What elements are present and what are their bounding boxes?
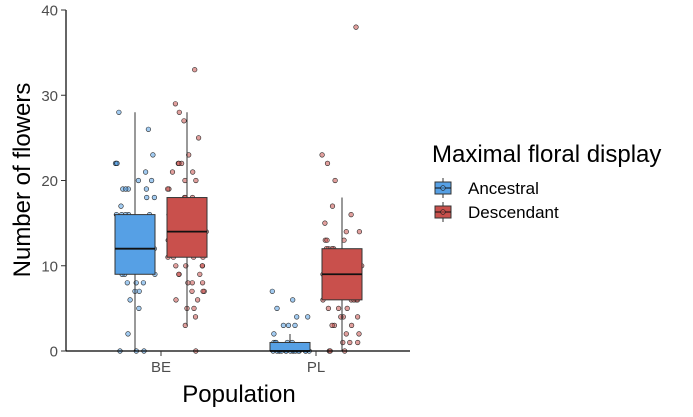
data-point [125,331,131,337]
legend-label: Descendant [468,203,559,222]
data-point [322,220,328,226]
data-point [329,203,336,209]
data-point [135,177,141,184]
data-point [143,169,149,175]
data-point [269,288,275,294]
data-point [173,297,179,303]
legend-label: Ancestral [468,179,539,198]
data-point [274,305,280,312]
data-point [176,160,182,166]
x-tick-label: BE [151,359,171,376]
data-point [173,263,179,269]
data-point [325,305,332,312]
data-point [199,263,205,269]
data-point [118,203,124,209]
data-point [336,305,342,312]
data-point [193,177,199,184]
data-point [145,126,151,132]
data-point [329,322,335,329]
data-point [144,194,150,201]
x-tick-label: PL [307,359,325,376]
data-point [294,314,300,320]
data-point [143,186,149,192]
data-point [197,271,203,277]
data-point [182,322,188,329]
data-point [195,297,201,303]
box [269,341,311,352]
data-point [292,322,298,329]
y-axis-title: Number of flowers [9,83,36,278]
box-layer [114,112,363,352]
data-point [181,118,187,124]
data-point [344,305,350,312]
y-tick-label: 10 [41,258,58,275]
data-point [353,24,359,30]
y-tick-label: 30 [41,88,58,105]
data-point [150,152,156,158]
data-point [324,160,331,166]
box [166,197,208,258]
data-point [290,297,296,303]
data-point [127,297,133,303]
data-point [324,237,330,243]
y-tick-label: 0 [50,344,58,361]
data-point [186,152,192,158]
data-point [191,305,197,312]
y-tick-label: 20 [41,173,58,190]
y-axis-ticks: 0 10 20 30 40 [41,3,66,361]
legend: Maximal floral display Ancestral Descenda… [432,141,661,222]
data-point [136,305,142,312]
data-point [319,152,325,158]
data-point [349,322,355,329]
data-point [192,67,198,73]
data-point [343,331,349,337]
data-point [189,280,195,286]
data-point [305,314,311,320]
y-tick-label: 40 [41,3,58,20]
data-point [172,101,178,107]
data-point [192,314,199,320]
legend-items: Ancestral Descendant [434,178,559,222]
data-point [176,109,182,115]
data-point [189,288,195,294]
data-point [185,280,191,286]
data-point [280,322,287,329]
data-point [124,280,130,286]
data-point [356,331,362,337]
legend-title: Maximal floral display [432,141,661,168]
data-point [196,135,202,141]
data-point [176,271,182,277]
data-point [200,288,206,294]
data-point [355,339,361,346]
data-point [190,169,196,175]
data-point [169,169,176,175]
data-point [114,160,120,166]
data-point [165,186,171,192]
x-axis-ticks: BE PL [151,351,325,376]
data-point [340,339,346,346]
legend-key-point [440,185,446,191]
data-point [271,331,277,337]
x-axis-title: Population [182,381,295,408]
data-point [343,229,349,235]
data-point [356,229,363,235]
points-layer [112,24,365,354]
data-point [348,212,354,218]
data-point [140,280,146,286]
data-point [332,177,338,184]
data-point [355,314,361,320]
box [114,214,156,275]
legend-key-point [440,209,446,215]
data-point [116,109,122,115]
data-point [200,280,206,286]
data-point [151,194,157,201]
data-point [285,322,292,329]
data-point [149,177,155,184]
data-point [347,339,353,346]
data-point [123,186,129,192]
